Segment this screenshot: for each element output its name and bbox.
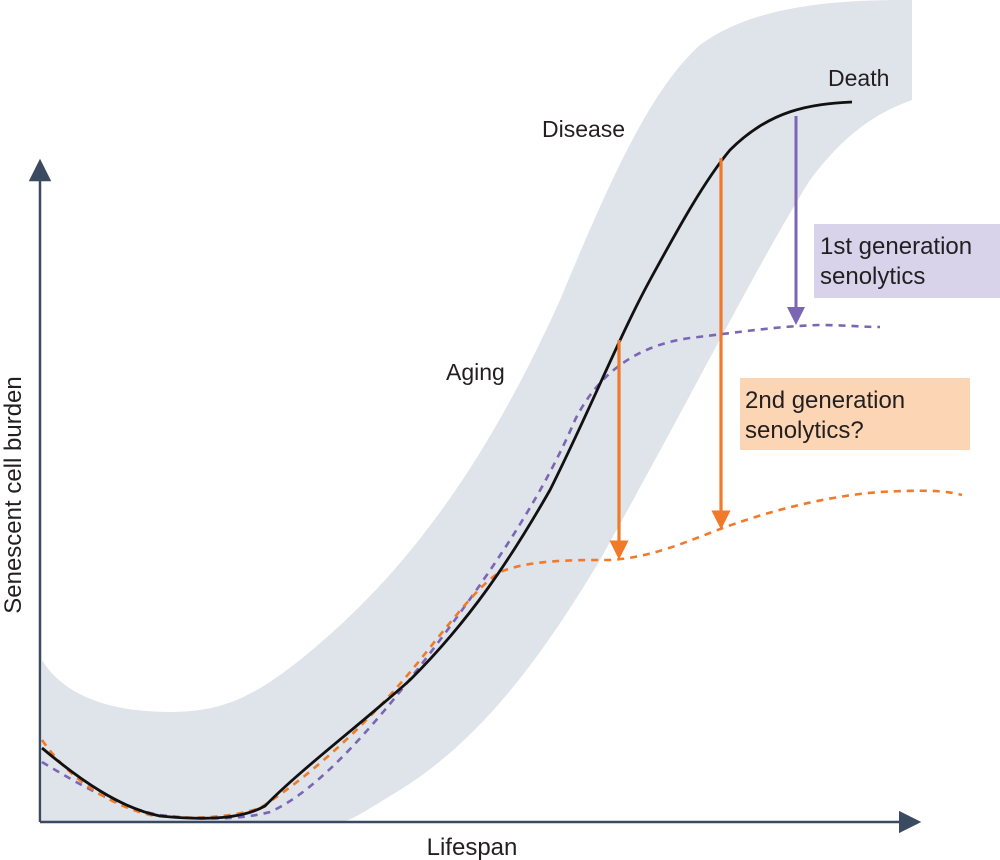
disease-aging-band: [42, 0, 912, 822]
x-axis-label: Lifespan: [427, 834, 518, 860]
y-axis-label: Senescent cell burden: [0, 376, 27, 614]
first-gen-box: [814, 224, 1000, 298]
first-gen-curve: [41, 323, 881, 820]
death-label: Death: [828, 65, 889, 91]
second-gen-label-line2: senolytics?: [745, 417, 864, 444]
aging-label: Aging: [446, 359, 505, 385]
senescent-burden-curve: [41, 100, 853, 820]
first-gen-label-line2: senolytics: [820, 263, 925, 290]
first-gen-label-line1: 1st generation: [820, 233, 972, 260]
second-gen-label-line1: 2nd generation: [745, 387, 905, 414]
second-gen-box: [740, 378, 970, 450]
disease-label: Disease: [542, 116, 625, 142]
